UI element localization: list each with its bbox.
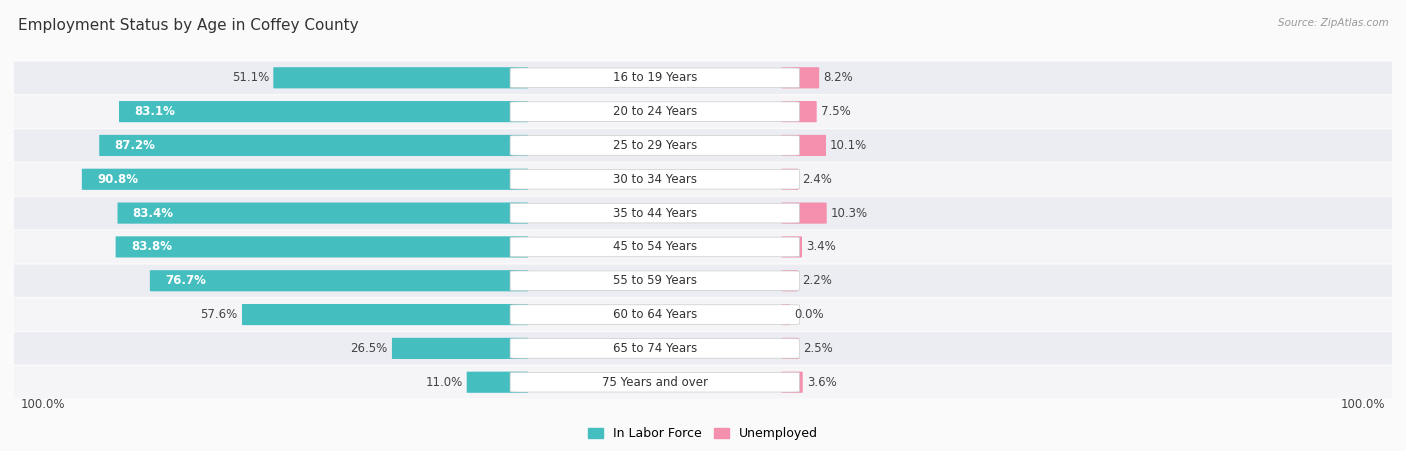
Text: Employment Status by Age in Coffey County: Employment Status by Age in Coffey Count…	[18, 18, 359, 33]
Text: 57.6%: 57.6%	[201, 308, 238, 321]
Text: 8.2%: 8.2%	[824, 71, 853, 84]
Text: 100.0%: 100.0%	[21, 398, 66, 411]
Text: 2.5%: 2.5%	[803, 342, 832, 355]
Text: 30 to 34 Years: 30 to 34 Years	[613, 173, 697, 186]
Text: 3.4%: 3.4%	[806, 240, 837, 253]
FancyBboxPatch shape	[782, 101, 817, 122]
FancyBboxPatch shape	[10, 62, 1396, 94]
FancyBboxPatch shape	[467, 372, 529, 393]
FancyBboxPatch shape	[115, 236, 529, 258]
FancyBboxPatch shape	[10, 129, 1396, 161]
FancyBboxPatch shape	[510, 305, 800, 324]
Text: 11.0%: 11.0%	[425, 376, 463, 389]
Text: 60 to 64 Years: 60 to 64 Years	[613, 308, 697, 321]
FancyBboxPatch shape	[510, 203, 800, 223]
FancyBboxPatch shape	[242, 304, 529, 325]
FancyBboxPatch shape	[510, 170, 800, 189]
FancyBboxPatch shape	[10, 197, 1396, 229]
FancyBboxPatch shape	[10, 332, 1396, 364]
Text: 87.2%: 87.2%	[114, 139, 155, 152]
Text: 2.2%: 2.2%	[801, 274, 832, 287]
Text: 90.8%: 90.8%	[97, 173, 138, 186]
Text: 65 to 74 Years: 65 to 74 Years	[613, 342, 697, 355]
Text: 83.4%: 83.4%	[132, 207, 174, 220]
Text: 7.5%: 7.5%	[821, 105, 851, 118]
Text: 10.1%: 10.1%	[830, 139, 868, 152]
Text: 83.8%: 83.8%	[131, 240, 172, 253]
FancyBboxPatch shape	[782, 270, 797, 291]
FancyBboxPatch shape	[10, 231, 1396, 263]
FancyBboxPatch shape	[10, 96, 1396, 128]
Text: 0.0%: 0.0%	[794, 308, 824, 321]
FancyBboxPatch shape	[510, 68, 800, 87]
FancyBboxPatch shape	[392, 338, 529, 359]
FancyBboxPatch shape	[782, 67, 820, 88]
FancyBboxPatch shape	[782, 236, 801, 258]
FancyBboxPatch shape	[10, 366, 1396, 398]
FancyBboxPatch shape	[510, 271, 800, 290]
Text: Source: ZipAtlas.com: Source: ZipAtlas.com	[1278, 18, 1389, 28]
FancyBboxPatch shape	[82, 169, 529, 190]
FancyBboxPatch shape	[100, 135, 529, 156]
FancyBboxPatch shape	[782, 135, 825, 156]
Text: 2.4%: 2.4%	[803, 173, 832, 186]
FancyBboxPatch shape	[10, 299, 1396, 331]
Text: 100.0%: 100.0%	[1340, 398, 1385, 411]
FancyBboxPatch shape	[510, 237, 800, 257]
Text: 75 Years and over: 75 Years and over	[602, 376, 707, 389]
FancyBboxPatch shape	[782, 169, 799, 190]
Text: 55 to 59 Years: 55 to 59 Years	[613, 274, 697, 287]
FancyBboxPatch shape	[782, 338, 799, 359]
Text: 25 to 29 Years: 25 to 29 Years	[613, 139, 697, 152]
Text: 20 to 24 Years: 20 to 24 Years	[613, 105, 697, 118]
FancyBboxPatch shape	[782, 304, 790, 325]
Text: 16 to 19 Years: 16 to 19 Years	[613, 71, 697, 84]
FancyBboxPatch shape	[510, 373, 800, 392]
FancyBboxPatch shape	[510, 102, 800, 121]
Legend: In Labor Force, Unemployed: In Labor Force, Unemployed	[583, 423, 823, 446]
FancyBboxPatch shape	[782, 372, 803, 393]
FancyBboxPatch shape	[118, 202, 529, 224]
Text: 83.1%: 83.1%	[134, 105, 174, 118]
Text: 51.1%: 51.1%	[232, 71, 269, 84]
FancyBboxPatch shape	[510, 339, 800, 358]
FancyBboxPatch shape	[510, 136, 800, 155]
FancyBboxPatch shape	[10, 163, 1396, 195]
Text: 10.3%: 10.3%	[831, 207, 868, 220]
FancyBboxPatch shape	[120, 101, 529, 122]
Text: 76.7%: 76.7%	[165, 274, 205, 287]
FancyBboxPatch shape	[10, 265, 1396, 297]
Text: 35 to 44 Years: 35 to 44 Years	[613, 207, 697, 220]
Text: 45 to 54 Years: 45 to 54 Years	[613, 240, 697, 253]
FancyBboxPatch shape	[150, 270, 529, 291]
Text: 26.5%: 26.5%	[350, 342, 388, 355]
FancyBboxPatch shape	[273, 67, 529, 88]
Text: 3.6%: 3.6%	[807, 376, 837, 389]
FancyBboxPatch shape	[782, 202, 827, 224]
